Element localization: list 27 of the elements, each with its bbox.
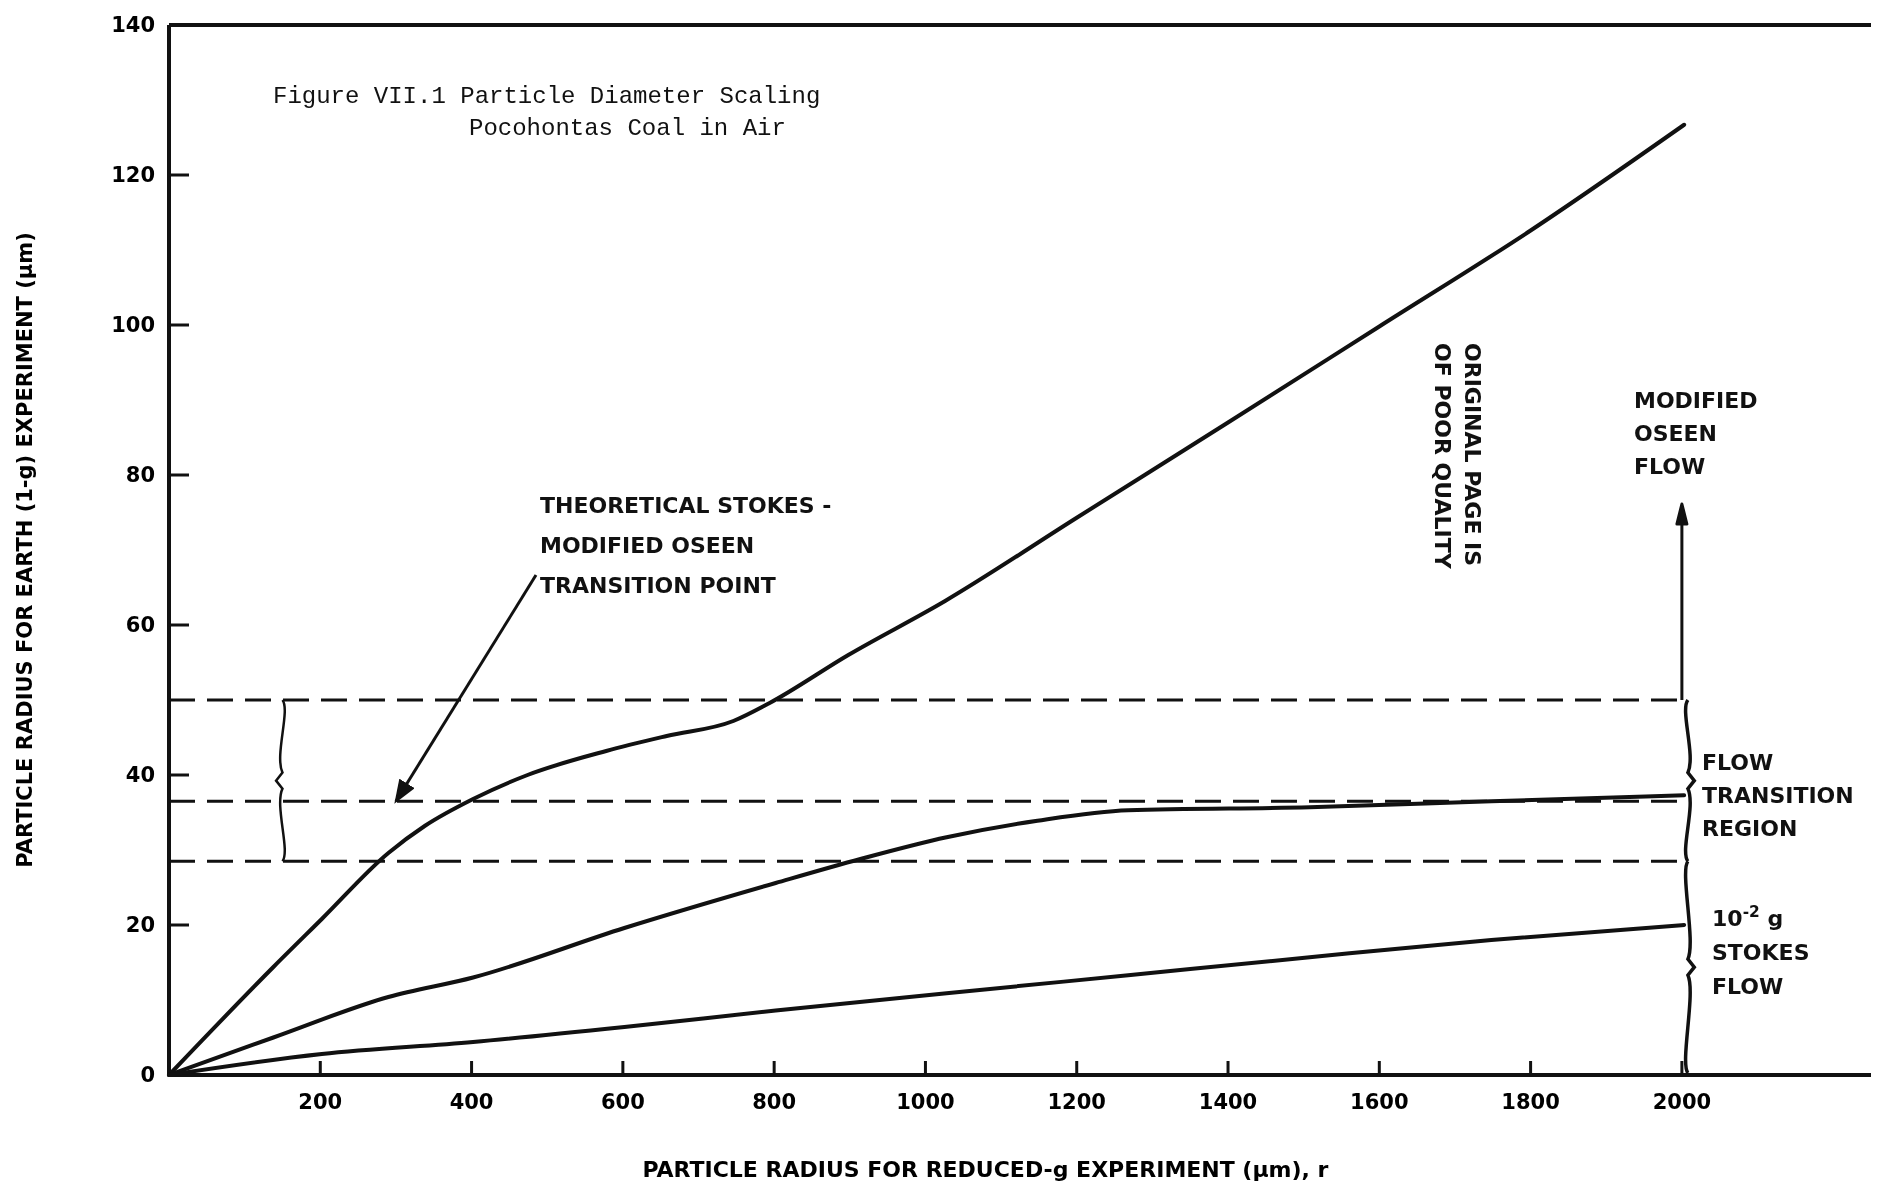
- y-axis-title: PARTICLE RADIUS FOR EARTH (1-g) EXPERIMENT (μm): [13, 232, 37, 868]
- y-tick-label: 80: [125, 463, 155, 488]
- y-tick-label: 20: [125, 913, 155, 938]
- text: Figure VII.1 Particle Diameter Scaling: [273, 83, 821, 110]
- y-tick-label: 40: [125, 763, 155, 788]
- x-tick-label: 1200: [1047, 1090, 1106, 1114]
- y-tick-label: 100: [111, 313, 155, 338]
- x-tick-label: 800: [752, 1090, 797, 1114]
- y-tick-label: 60: [125, 613, 155, 638]
- x-tick-label: 400: [449, 1090, 494, 1114]
- x-tick-label: 1400: [1198, 1090, 1258, 1114]
- x-tick-label: 1800: [1501, 1090, 1560, 1114]
- x-axis-title: PARTICLE RADIUS FOR REDUCED-g EXPERIMENT (μm), r: [642, 1157, 1329, 1182]
- text: Pocohontas Coal in Air: [469, 115, 786, 142]
- x-tick-label: 200: [298, 1090, 343, 1114]
- x-tick-label: 1000: [896, 1090, 955, 1114]
- annotation: 10$^{-2}$ g STOKES FLOW: [1712, 903, 1810, 999]
- annotation: ORIGINAL PAGE IS OF POOR QUALITY: [1430, 343, 1485, 570]
- y-tick-label: 140: [111, 13, 155, 38]
- annotation: MODIFIED OSEEN FLOW: [1634, 388, 1758, 479]
- x-tick-label: 1600: [1350, 1090, 1409, 1114]
- x-tick-label: 2000: [1652, 1090, 1712, 1114]
- y-tick-label: 120: [111, 163, 155, 188]
- annotation: THEORETICAL STOKES - MODIFIED OSEEN TRANSITION POINT: [540, 493, 832, 598]
- x-tick-label: 600: [600, 1090, 645, 1114]
- annotation: FLOW TRANSITION REGION: [1702, 750, 1854, 841]
- y-tick-label: 0: [140, 1063, 155, 1088]
